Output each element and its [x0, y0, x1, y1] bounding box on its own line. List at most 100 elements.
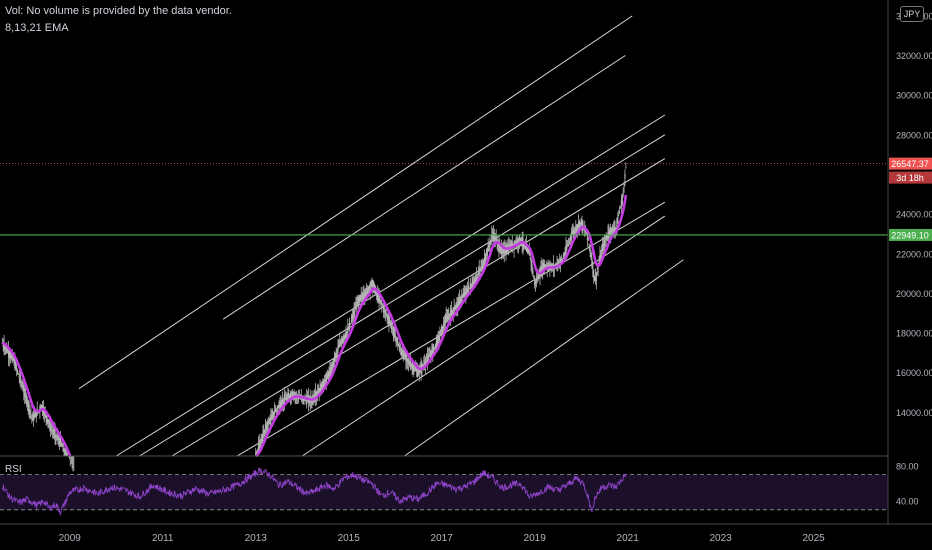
price-candle-body	[45, 415, 47, 419]
trend-channel-line[interactable]	[171, 158, 666, 457]
trend-channel-line[interactable]	[115, 114, 666, 457]
price-candle-body	[536, 277, 538, 280]
currency-button[interactable]: JPY	[900, 6, 924, 22]
trend-channel-line[interactable]	[78, 15, 633, 390]
price-candle-body	[514, 243, 516, 245]
price-candle-body	[484, 254, 487, 262]
price-candle-body	[343, 335, 345, 339]
price-candle-body	[602, 243, 605, 251]
price-candle-body	[625, 167, 627, 169]
price-candle-body	[271, 413, 273, 420]
price-candle-body	[473, 281, 475, 283]
price-tags: 26547.37 3d 18h 22949.10	[889, 157, 932, 241]
price-candle-body	[394, 332, 396, 342]
price-candle-body	[516, 240, 518, 244]
price-candle-body	[404, 356, 406, 358]
price-candle-body	[19, 374, 21, 383]
trend-channel-line[interactable]	[236, 201, 666, 457]
price-candle-body	[446, 315, 448, 321]
price-candle-body	[282, 398, 285, 405]
ema-indicator-label[interactable]: 8,13,21 EMA	[5, 22, 69, 34]
price-candle-body	[32, 413, 34, 421]
price-candle-body	[288, 395, 290, 399]
price-candle-body	[472, 279, 474, 289]
price-candle-body	[576, 224, 579, 230]
price-candle-body	[339, 341, 341, 347]
time-axis-tick-label: 2013	[245, 533, 268, 544]
price-candle-body	[431, 348, 433, 354]
price-candle-body	[10, 354, 12, 358]
price-candle-body	[6, 347, 8, 353]
price-candle-body	[391, 323, 393, 330]
price-candle-body	[432, 345, 434, 354]
price-candle-body	[260, 438, 262, 443]
price-candle-body	[439, 335, 441, 337]
price-candle-body	[442, 323, 445, 329]
price-candle-body	[592, 263, 594, 270]
price-candle-body	[575, 225, 577, 234]
price-candle-body	[596, 271, 598, 273]
price-candle-body	[534, 281, 536, 285]
price-candle-body	[493, 233, 496, 240]
price-candle-body	[289, 394, 291, 400]
price-candle-body	[337, 346, 339, 352]
price-candle-body	[269, 418, 271, 425]
price-candle-body	[18, 376, 20, 378]
price-candle-body	[12, 358, 14, 360]
price-candle-body	[543, 262, 545, 272]
price-candle-body	[24, 388, 26, 397]
rsi-indicator-label[interactable]: RSI	[5, 464, 22, 475]
price-candle-body	[459, 297, 462, 304]
trend-channel-line[interactable]	[139, 134, 666, 457]
price-candle-body	[544, 264, 546, 269]
price-candle-body	[326, 375, 328, 379]
price-candle-body	[292, 392, 294, 399]
time-axis[interactable]: 2009 2011 2013 2015 2017 2019 2021 2023 2025	[59, 533, 826, 544]
price-axis-tick-label: 30000.00	[896, 91, 932, 101]
price-candle-body	[50, 428, 53, 430]
price-candle-body	[22, 385, 24, 391]
price-candle-body	[500, 247, 502, 253]
price-candle-body	[482, 262, 484, 267]
price-candle-body	[423, 364, 425, 366]
price-candle-body	[441, 325, 444, 334]
price-candle-body	[358, 295, 361, 303]
price-candle-body	[21, 384, 23, 386]
price-candle-body	[499, 244, 501, 253]
price-candle-body	[290, 395, 293, 397]
price-candle-body	[466, 288, 468, 294]
price-candle-body	[527, 248, 530, 254]
price-candle-body	[361, 296, 363, 298]
price-candle-body	[435, 340, 437, 350]
price-axis-tick-label: 28000.00	[896, 130, 932, 140]
price-candle-body	[385, 313, 387, 315]
price-candle-body	[348, 329, 350, 331]
price-candle-body	[329, 368, 331, 377]
current-price-tag-bg	[889, 157, 932, 170]
price-candle-body	[503, 245, 505, 254]
price-candle-body	[469, 283, 471, 289]
price-candle-body	[276, 407, 278, 411]
price-candle-body	[467, 286, 470, 293]
price-candle-body	[533, 277, 535, 279]
price-candle-body	[387, 316, 389, 321]
price-candle-body	[461, 296, 463, 299]
price-candle-body	[474, 277, 476, 285]
ema-line-early	[2, 341, 72, 457]
price-candle-body	[440, 329, 442, 336]
trend-channel-line[interactable]	[222, 55, 626, 320]
price-candle-body	[563, 254, 565, 257]
support-line-tag: 22949.10	[891, 230, 929, 240]
price-axis-tick-label: 32000.00	[896, 51, 932, 61]
price-candle-body	[416, 368, 419, 377]
price-candle-body	[357, 297, 359, 306]
price-candle-body	[370, 284, 372, 287]
price-candle-body	[505, 246, 507, 254]
price-candle-body	[33, 414, 36, 417]
price-candle-body	[382, 305, 385, 313]
price-candle-body	[558, 260, 560, 267]
price-candle-body	[340, 342, 342, 344]
trend-channel-line[interactable]	[404, 259, 684, 457]
price-candle-body	[584, 228, 586, 232]
